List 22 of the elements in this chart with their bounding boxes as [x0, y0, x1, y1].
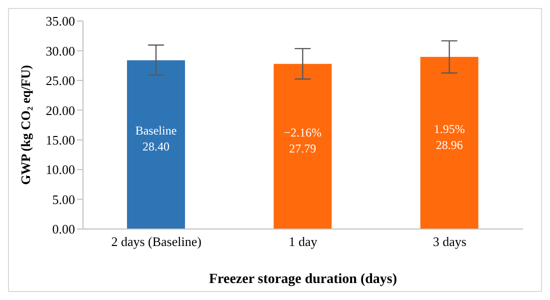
- y-tick-label: 0.00: [52, 222, 75, 237]
- x-axis-title: Freezer storage duration (days): [208, 272, 398, 287]
- y-tick-label: 10.00: [46, 162, 75, 178]
- y-tick-label: 5.00: [52, 192, 75, 207]
- annotation: 1.95%: [434, 122, 465, 136]
- bar: [420, 56, 478, 229]
- data-label: 28.40: [142, 140, 170, 154]
- x-tick-label: 3 days: [432, 234, 466, 250]
- bar: [274, 64, 332, 229]
- bar: [127, 60, 185, 229]
- x-tick-label: 2 days (Baseline): [111, 234, 202, 250]
- y-tick-label: 35.00: [46, 14, 75, 29]
- annotation: Baseline: [135, 124, 177, 138]
- y-tick-label: 20.00: [46, 102, 75, 118]
- y-tick-label: 15.00: [46, 132, 75, 148]
- annotation: −2.16%: [284, 125, 322, 140]
- data-label: 27.79: [289, 141, 316, 156]
- x-tick-label: 1 day: [288, 234, 318, 250]
- y-axis-title: GWP (kg CO₂ eq/FU): [18, 65, 32, 185]
- y-tick-label: 25.00: [46, 73, 75, 88]
- data-label: 28.96: [436, 138, 463, 152]
- y-tick-label: 30.00: [46, 43, 75, 58]
